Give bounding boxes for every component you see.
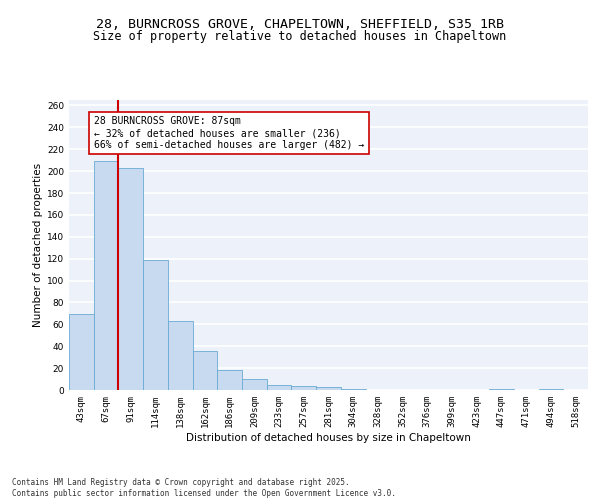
X-axis label: Distribution of detached houses by size in Chapeltown: Distribution of detached houses by size … <box>186 432 471 442</box>
Bar <box>316 386 341 390</box>
Bar <box>69 314 94 390</box>
Text: Size of property relative to detached houses in Chapeltown: Size of property relative to detached ho… <box>94 30 506 43</box>
Bar <box>168 321 193 390</box>
Bar <box>118 168 143 390</box>
Bar <box>94 162 118 390</box>
Bar <box>242 379 267 390</box>
Text: 28, BURNCROSS GROVE, CHAPELTOWN, SHEFFIELD, S35 1RB: 28, BURNCROSS GROVE, CHAPELTOWN, SHEFFIE… <box>96 18 504 30</box>
Bar <box>193 350 217 390</box>
Bar <box>217 370 242 390</box>
Bar <box>539 389 563 390</box>
Bar <box>341 389 365 390</box>
Bar <box>489 389 514 390</box>
Text: 28 BURNCROSS GROVE: 87sqm
← 32% of detached houses are smaller (236)
66% of semi: 28 BURNCROSS GROVE: 87sqm ← 32% of detac… <box>94 116 364 150</box>
Bar <box>143 260 168 390</box>
Bar <box>292 386 316 390</box>
Text: Contains HM Land Registry data © Crown copyright and database right 2025.
Contai: Contains HM Land Registry data © Crown c… <box>12 478 396 498</box>
Bar <box>267 384 292 390</box>
Y-axis label: Number of detached properties: Number of detached properties <box>33 163 43 327</box>
